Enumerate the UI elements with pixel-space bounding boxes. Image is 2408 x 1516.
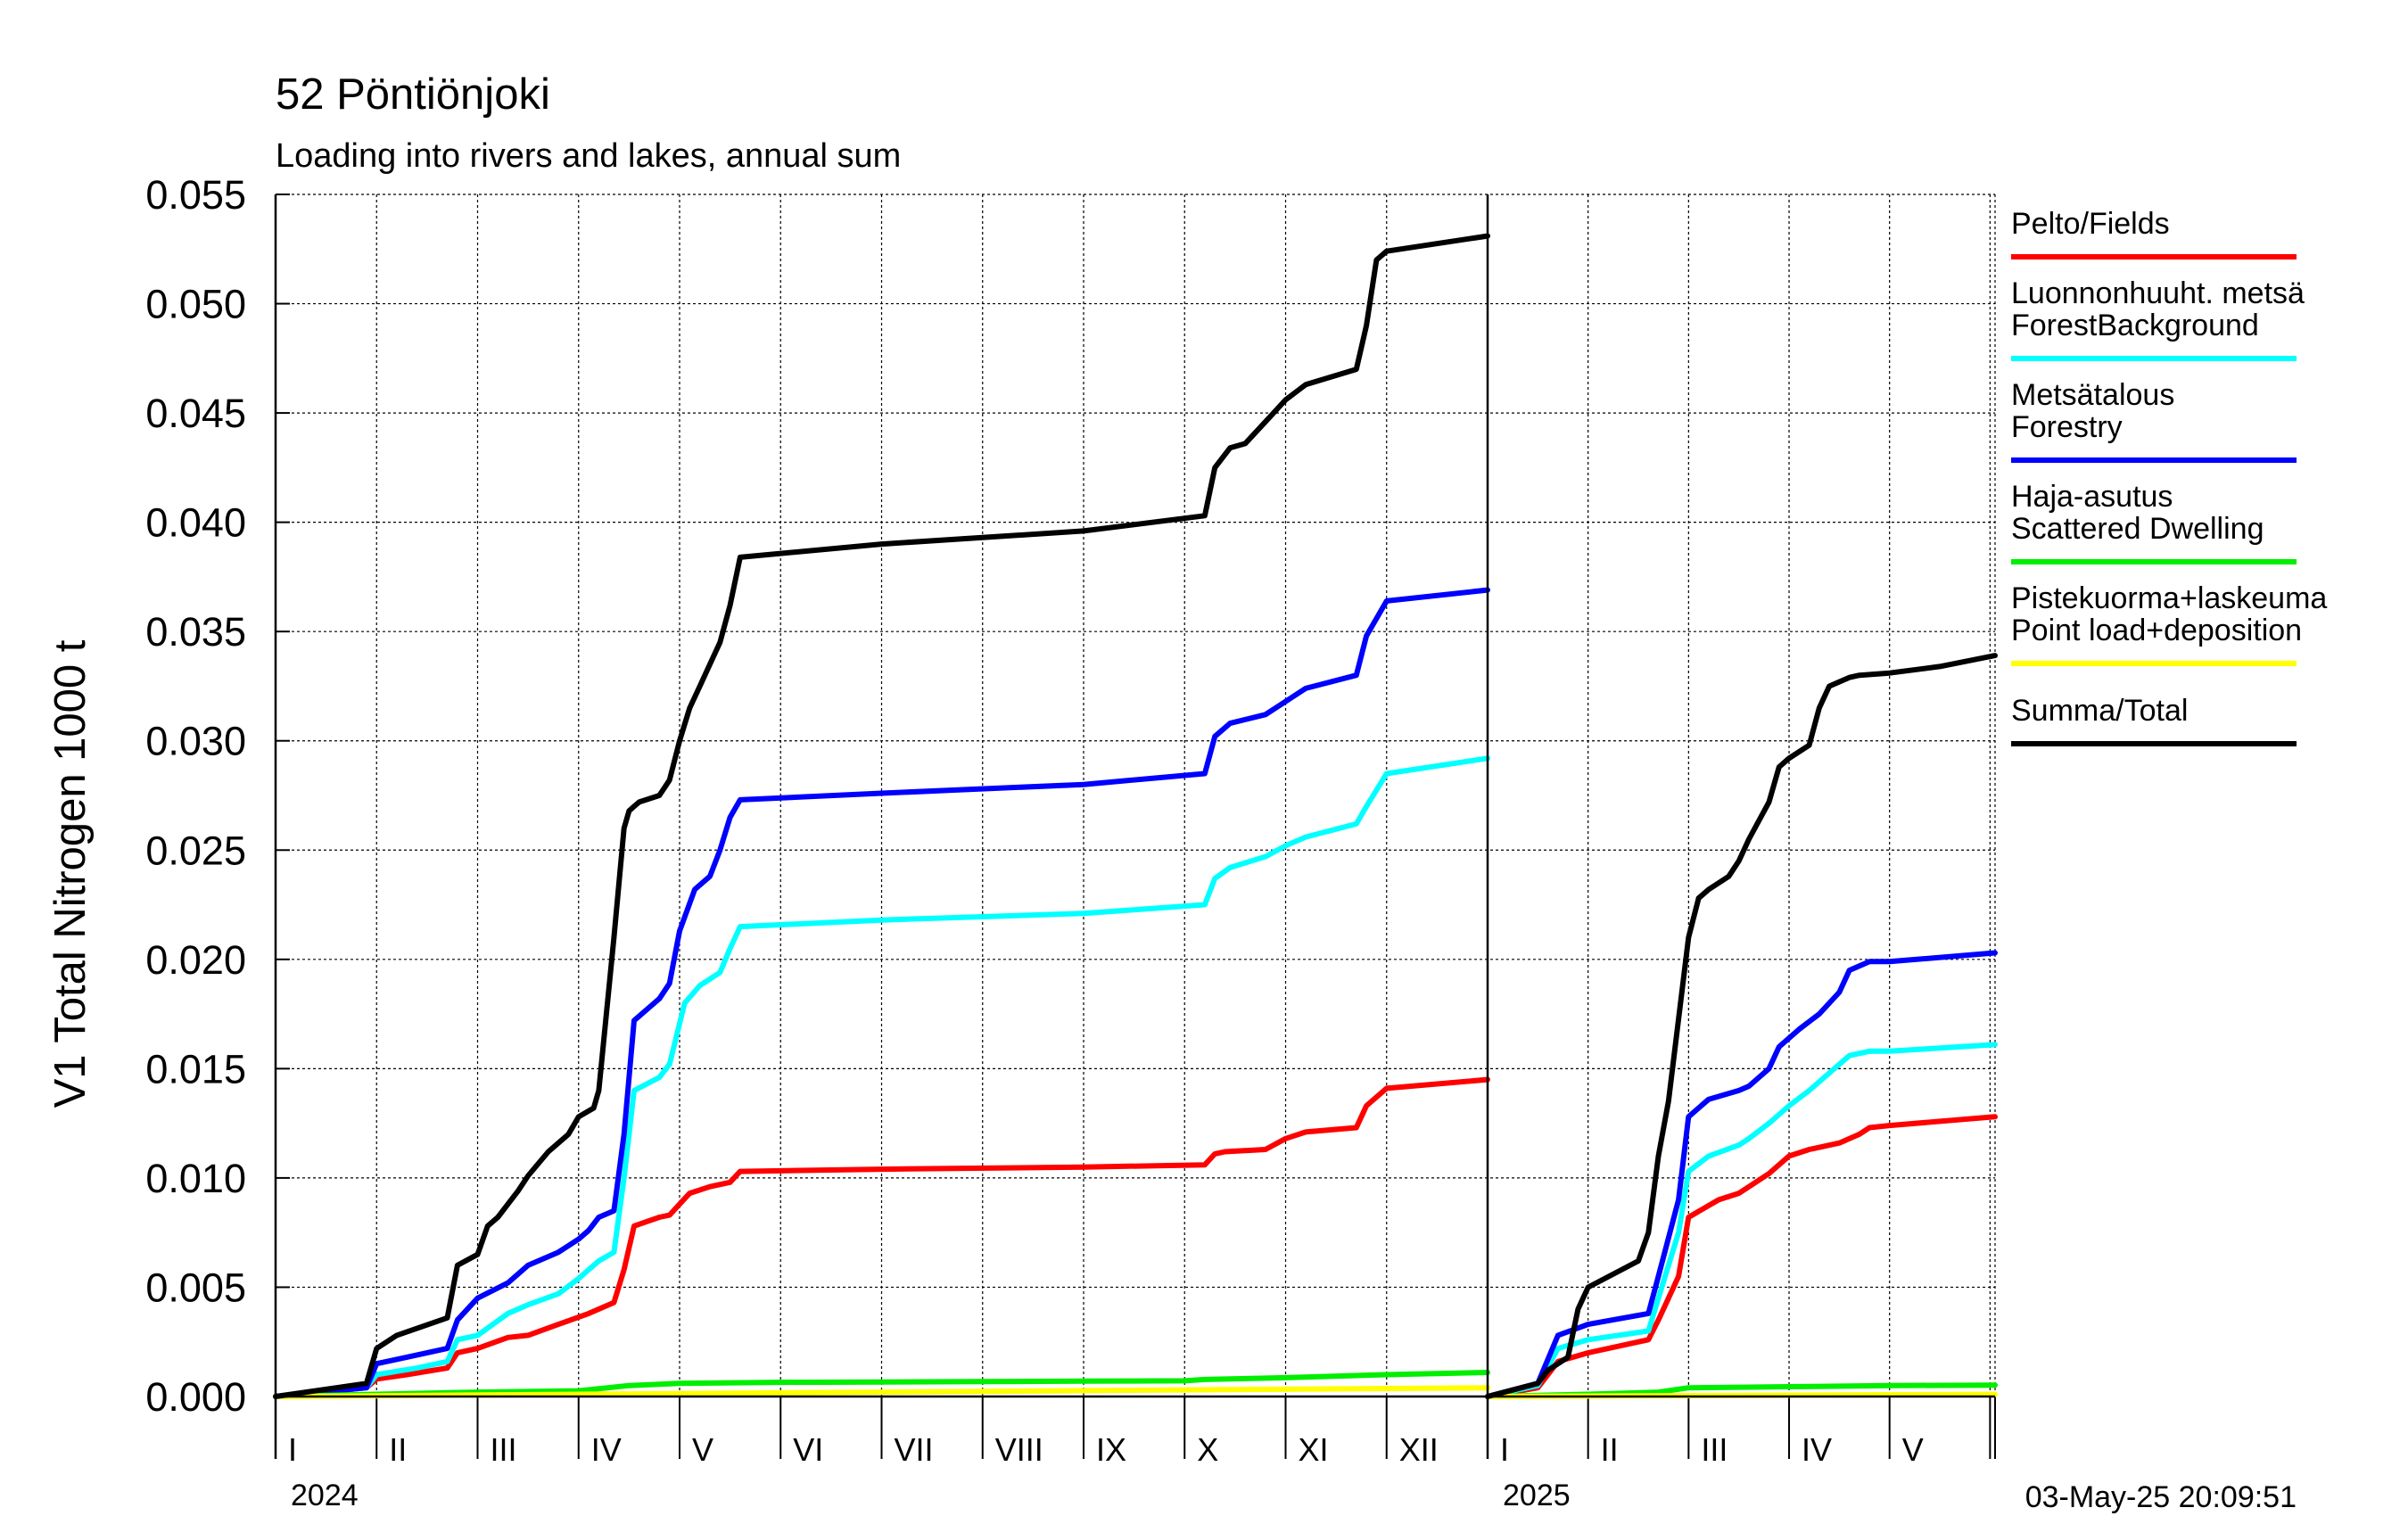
month-label: II	[1601, 1431, 1619, 1468]
legend-label: Luonnonhuuht. metsä	[2011, 276, 2305, 310]
y-tick-label: 0.005	[145, 1265, 246, 1310]
legend-label: Pistekuorma+laskeuma	[2011, 581, 2327, 615]
y-tick-label: 0.045	[145, 391, 246, 436]
y-tick-label: 0.010	[145, 1156, 246, 1201]
y-tick-label: 0.000	[145, 1374, 246, 1420]
month-label: I	[1500, 1431, 1509, 1468]
legend-label: Summa/Total	[2011, 694, 2188, 728]
y-axis-label: V1 Total Nitrogen 1000 t	[46, 639, 95, 1108]
month-label: III	[1701, 1431, 1728, 1468]
y-tick-label: 0.020	[145, 937, 246, 983]
legend-label: Haja-asutus	[2011, 480, 2173, 514]
y-tick-label: 0.035	[145, 609, 246, 655]
legend-label: Forestry	[2011, 410, 2123, 444]
month-label: I	[288, 1431, 297, 1468]
month-label: VI	[793, 1431, 823, 1468]
timestamp: 03-May-25 20:09:51	[2025, 1480, 2297, 1514]
month-label: XII	[1399, 1431, 1439, 1468]
y-tick-label: 0.015	[145, 1046, 246, 1092]
month-label: V	[692, 1431, 713, 1468]
series-line	[273, 587, 1490, 1399]
y-tick-label: 0.055	[145, 172, 246, 218]
year-label: 2024	[291, 1479, 359, 1512]
y-tick-label: 0.025	[145, 828, 246, 873]
month-label: II	[389, 1431, 407, 1468]
month-label: IV	[1802, 1431, 1832, 1468]
series-line	[1485, 1114, 1998, 1399]
month-label: VIII	[995, 1431, 1043, 1468]
legend-label: Metsätalous	[2011, 378, 2174, 412]
month-label: III	[491, 1431, 517, 1468]
month-label: IX	[1096, 1431, 1126, 1468]
month-label: V	[1902, 1431, 1924, 1468]
series-line	[273, 1076, 1490, 1399]
legend-label: Scattered Dwelling	[2011, 512, 2264, 546]
chart-subtitle: Loading into rivers and lakes, annual su…	[276, 137, 901, 175]
y-tick-label: 0.040	[145, 500, 246, 546]
month-label: VII	[895, 1431, 934, 1468]
series-line	[273, 1370, 1490, 1399]
month-label: IV	[591, 1431, 622, 1468]
y-tick-label: 0.050	[145, 282, 246, 327]
legend-label: ForestBackground	[2011, 309, 2259, 342]
legend: Pelto/Fields Luonnonhuuht. metsäForestBac…	[2011, 207, 2327, 746]
series-line	[273, 755, 1490, 1399]
plot-layer: 0.000 0.005 0.010 0.015 0.020 0.025 0.030 0.035…	[145, 172, 1998, 1512]
month-label: XI	[1299, 1431, 1329, 1468]
legend-label: Point load+deposition	[2011, 614, 2302, 647]
series-line	[273, 1385, 1490, 1399]
legend-label: Pelto/Fields	[2011, 207, 2170, 241]
series-line	[1485, 950, 1998, 1399]
month-label: X	[1197, 1431, 1218, 1468]
year-label: 2025	[1503, 1479, 1571, 1512]
chart-title: 52 Pöntiönjoki	[276, 70, 550, 119]
y-tick-label: 0.030	[145, 719, 246, 764]
series-line	[273, 233, 1490, 1399]
series-line	[1485, 1042, 1998, 1399]
series-line	[1485, 653, 1998, 1399]
